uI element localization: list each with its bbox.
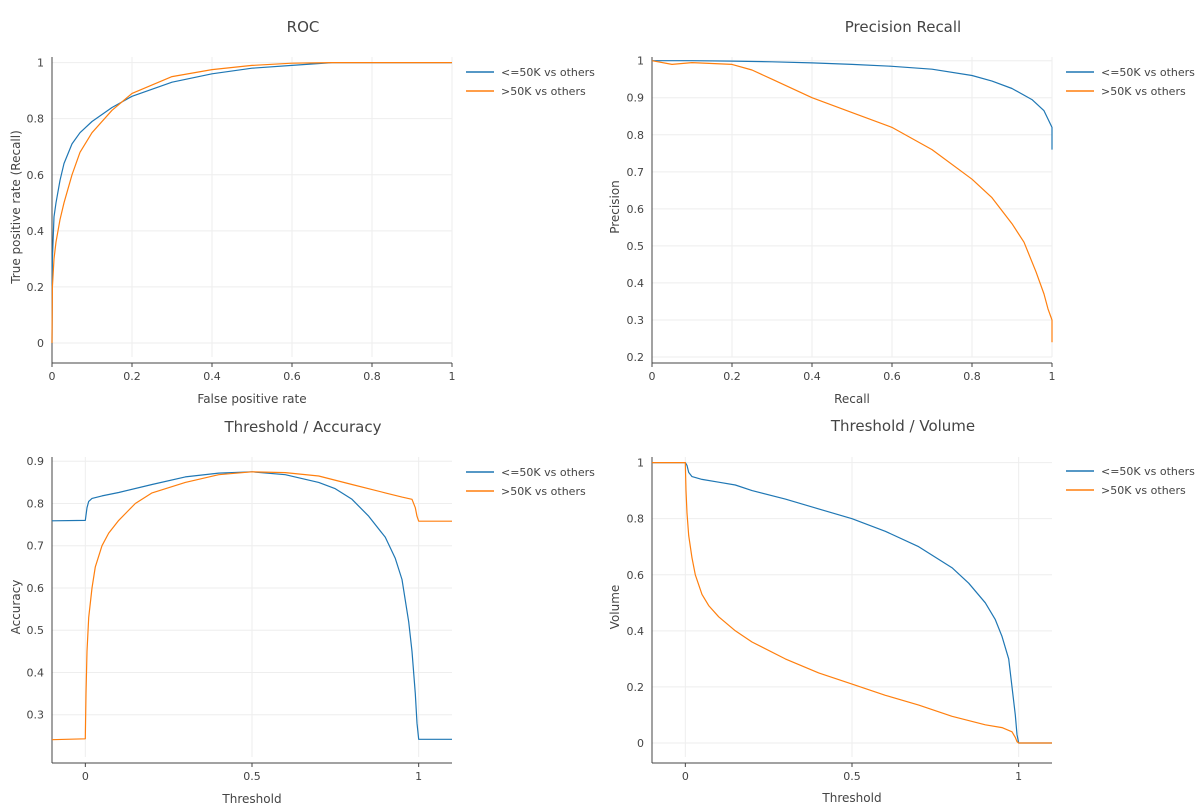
x-tick-label: 0.6 — [883, 370, 901, 383]
chart-title: Threshold / Accuracy — [224, 418, 382, 436]
x-tick-label: 0 — [649, 370, 656, 383]
legend-label-1[interactable]: <=50K vs others — [1101, 66, 1195, 79]
y-axis-title: Precision — [608, 180, 622, 234]
x-tick-label: 0 — [682, 770, 689, 783]
legend-label-1[interactable]: <=50K vs others — [1101, 465, 1195, 478]
y-tick-label: 1 — [37, 57, 44, 70]
x-tick-label: 0.4 — [803, 370, 821, 383]
y-tick-label: 0.9 — [627, 92, 645, 105]
x-tick-label: 0 — [49, 370, 56, 383]
chart-pr: 0 0.2 0.4 0.6 0.8 1 0.2 0.3 0.4 0.5 0.6 0.7 0.8 0.9 1 P… — [608, 18, 1195, 406]
legend-label-2[interactable]: >50K vs others — [501, 485, 586, 498]
y-tick-label: 0 — [637, 737, 644, 750]
x-tick-label: 1 — [1049, 370, 1056, 383]
series-line-2 — [51, 471, 452, 741]
x-tick-label: 0.5 — [243, 770, 261, 783]
y-axis-title: Volume — [608, 585, 622, 630]
x-tick-label: 0.2 — [723, 370, 741, 383]
chart-vol: 0 0.5 1 0 0.2 0.4 0.6 0.8 1 Threshold / Volume Thr… — [608, 417, 1195, 805]
x-tick-label: 0.4 — [203, 370, 221, 383]
y-tick-label: 0.4 — [627, 625, 645, 638]
chart-title: Precision Recall — [845, 18, 961, 36]
y-tick-label: 0 — [37, 337, 44, 350]
y-tick-label: 0.8 — [27, 497, 45, 510]
x-axis-title: False positive rate — [197, 392, 306, 406]
x-tick-label: 0.8 — [963, 370, 981, 383]
y-tick-label: 0.2 — [27, 281, 45, 294]
y-tick-label: 0.3 — [27, 709, 45, 722]
y-tick-label: 0.2 — [627, 681, 645, 694]
chart-roc: 0 0.2 0.4 0.6 0.8 1 0 0.2 0.4 0.6 0.8 1 ROC False pos… — [9, 18, 595, 406]
x-tick-label: 1 — [1015, 770, 1022, 783]
y-tick-label: 0.8 — [27, 113, 45, 126]
x-tick-label: 1 — [449, 370, 456, 383]
legend-label-2[interactable]: >50K vs others — [1101, 484, 1186, 497]
y-tick-label: 0.8 — [627, 129, 645, 142]
y-tick-label: 0.6 — [627, 203, 645, 216]
y-tick-label: 0.6 — [27, 169, 45, 182]
legend-label-1[interactable]: <=50K vs others — [501, 466, 595, 479]
x-tick-label: 0.2 — [123, 370, 141, 383]
y-tick-label: 1 — [637, 457, 644, 470]
x-tick-label: 1 — [415, 770, 422, 783]
series-line-1 — [652, 462, 1052, 744]
series-line-1 — [51, 471, 452, 740]
chart-acc: 0 0.5 1 0.3 0.4 0.5 0.6 0.7 0.8 0.9 Threshold / Ac… — [9, 418, 595, 806]
chart-title: Threshold / Volume — [830, 417, 975, 435]
x-tick-label: 0 — [82, 770, 89, 783]
y-tick-label: 0.7 — [627, 166, 645, 179]
series-line-2 — [652, 462, 1052, 744]
x-axis-title: Threshold — [221, 792, 281, 806]
y-tick-label: 0.9 — [27, 455, 45, 468]
y-tick-label: 0.7 — [27, 540, 45, 553]
series-line-2 — [651, 60, 1053, 343]
x-tick-label: 0.8 — [363, 370, 381, 383]
y-tick-label: 0.4 — [27, 225, 45, 238]
x-axis-title: Recall — [834, 392, 870, 406]
y-axis-title: Accuracy — [9, 580, 23, 635]
legend-label-2[interactable]: >50K vs others — [501, 85, 586, 98]
y-tick-label: 0.6 — [627, 569, 645, 582]
y-tick-label: 0.2 — [627, 351, 645, 364]
chart-title: ROC — [287, 18, 320, 36]
series-line-1 — [51, 61, 452, 344]
y-tick-label: 0.3 — [627, 314, 645, 327]
legend-label-1[interactable]: <=50K vs others — [501, 66, 595, 79]
y-tick-label: 1 — [637, 55, 644, 68]
series-line-2 — [51, 61, 452, 344]
x-tick-label: 0.5 — [843, 770, 861, 783]
y-tick-label: 0.4 — [27, 666, 45, 679]
series-line-1 — [652, 60, 1053, 150]
y-axis-title: True positive rate (Recall) — [9, 130, 23, 285]
legend-label-2[interactable]: >50K vs others — [1101, 85, 1186, 98]
y-tick-label: 0.5 — [27, 624, 45, 637]
y-tick-label: 0.4 — [627, 277, 645, 290]
y-tick-label: 0.5 — [627, 240, 645, 253]
x-axis-title: Threshold — [821, 791, 881, 805]
x-tick-label: 0.6 — [283, 370, 301, 383]
y-tick-label: 0.8 — [627, 513, 645, 526]
y-tick-label: 0.6 — [27, 582, 45, 595]
